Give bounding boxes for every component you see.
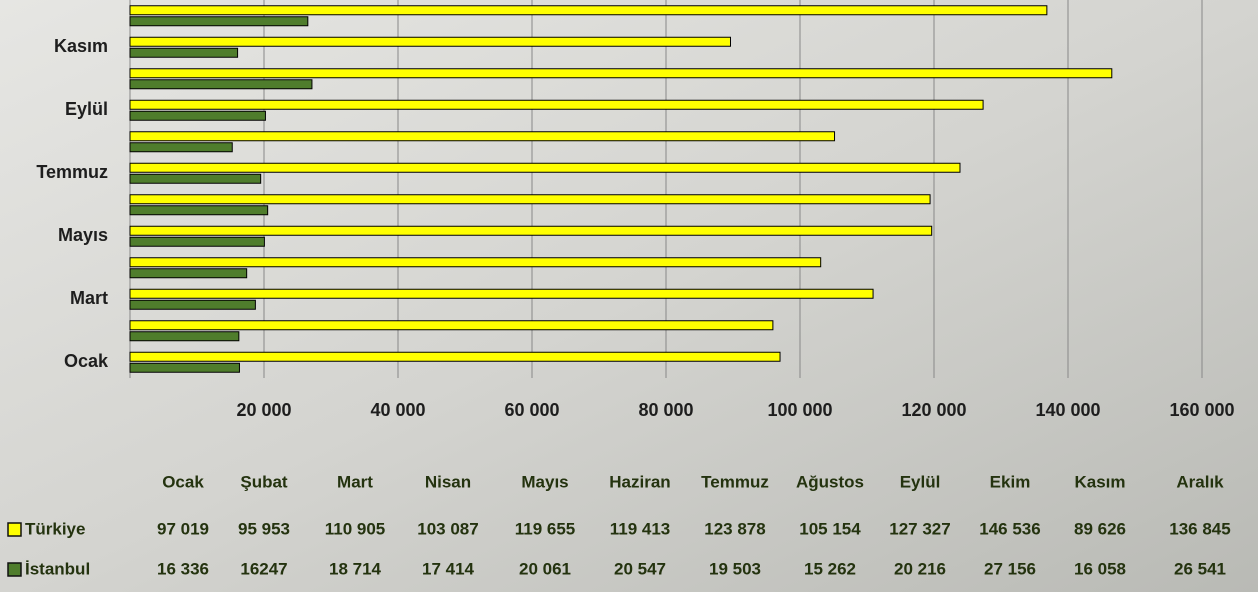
table-cell: 17 414 [422,559,475,578]
bar [130,37,730,46]
bar [130,17,308,26]
x-tick-label: 80 000 [638,400,693,420]
table-cell: 20 216 [894,559,946,578]
table-cell: 119 413 [610,519,671,538]
table-cell: 136 845 [1169,519,1230,538]
table-cell: 16247 [240,559,287,578]
table-cell: 110 905 [325,519,386,538]
table-cell: 26 541 [1174,559,1226,578]
legend-label: İstanbul [25,559,90,578]
table-header: Kasım [1074,472,1125,491]
x-tick-label: 160 000 [1169,400,1234,420]
table-cell: 97 019 [157,519,209,538]
bar [130,352,780,361]
table-cell: 119 655 [515,519,576,538]
y-tick-label: Kasım [54,36,108,56]
bar [130,69,1112,78]
legend-swatch [8,563,21,576]
table-cell: 105 154 [799,519,861,538]
bar [130,363,239,372]
bar [130,226,932,235]
y-tick-label: Mart [70,288,108,308]
table-cell: 146 536 [979,519,1040,538]
bar [130,269,247,278]
table-cell: 18 714 [329,559,382,578]
x-tick-label: 120 000 [901,400,966,420]
bar [130,174,261,183]
table-header: Nisan [425,472,471,491]
x-tick-label: 60 000 [504,400,559,420]
x-tick-label: 40 000 [370,400,425,420]
bar [130,258,821,267]
bar [130,132,835,141]
table-header: Haziran [609,472,670,491]
y-tick-label: Temmuz [36,162,108,182]
table-header: Aralık [1176,472,1224,491]
table-header: Şubat [240,472,288,491]
x-tick-label: 20 000 [236,400,291,420]
bar [130,332,239,341]
bar [130,321,773,330]
table-header: Mayıs [521,472,568,491]
table-cell: 16 058 [1074,559,1126,578]
chart: 20 000 40 000 60 000 80 000 100 000 120 000 14… [0,0,1258,592]
table-header: Ocak [162,472,204,491]
x-tick-label: 100 000 [767,400,832,420]
table-header: Ağustos [796,472,864,491]
table-cell: 16 336 [157,559,209,578]
table-header: Eylül [900,472,941,491]
bar [130,300,255,309]
bar [130,6,1047,15]
table-cell: 15 262 [804,559,856,578]
y-tick-label: Eylül [65,99,108,119]
y-tick-label: Ocak [64,351,109,371]
table-header: Temmuz [701,472,769,491]
legend-label: Türkiye [25,519,85,538]
bar [130,100,983,109]
bar [130,48,238,57]
table-cell: 89 626 [1074,519,1126,538]
bar [130,163,960,172]
bar [130,237,264,246]
bar [130,111,265,120]
bar [130,80,312,89]
bar [130,289,873,298]
bar [130,206,268,215]
bar [130,195,930,204]
x-tick-label: 140 000 [1035,400,1100,420]
table-cell: 20 061 [519,559,571,578]
table-cell: 19 503 [709,559,761,578]
table-header: Ekim [990,472,1031,491]
table-cell: 123 878 [704,519,765,538]
table-cell: 20 547 [614,559,666,578]
y-tick-label: Mayıs [58,225,108,245]
table-header: Mart [337,472,373,491]
table-cell: 27 156 [984,559,1036,578]
table-cell: 103 087 [417,519,478,538]
table-cell: 95 953 [238,519,290,538]
legend-swatch [8,523,21,536]
bar [130,143,232,152]
table-cell: 127 327 [889,519,950,538]
